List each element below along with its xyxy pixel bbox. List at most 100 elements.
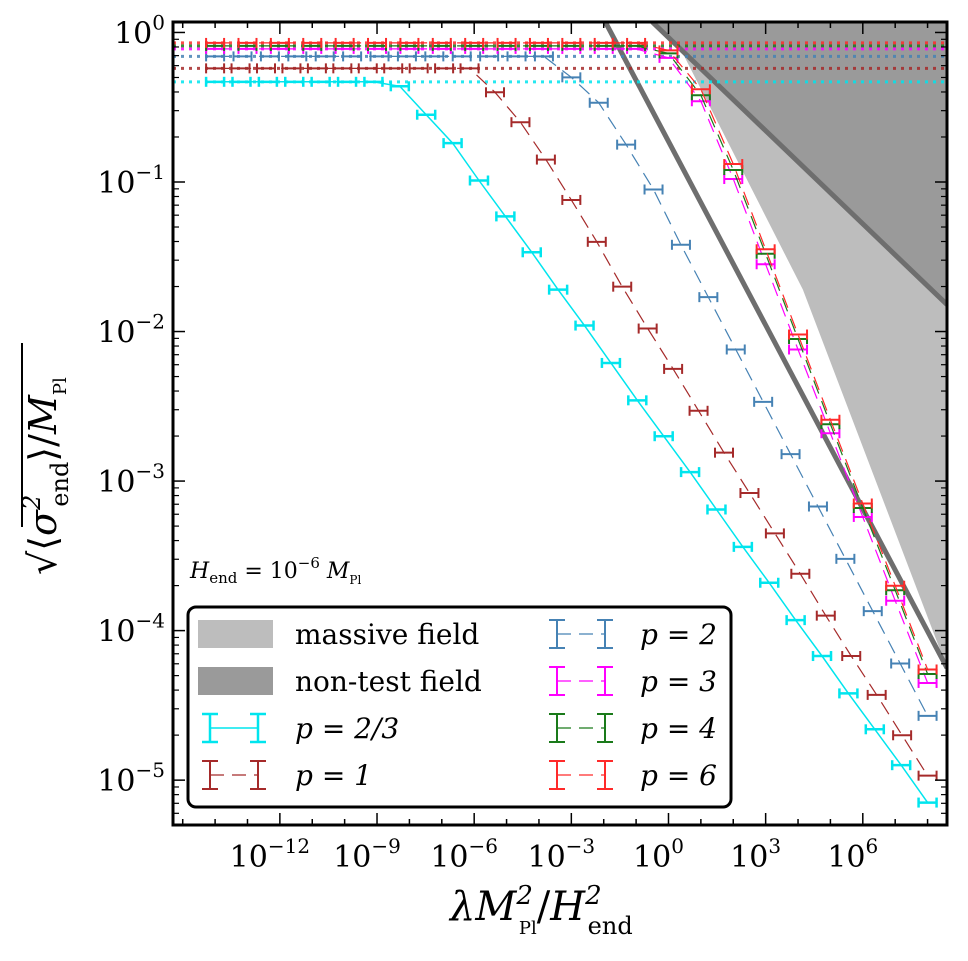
- errorbar-point: [367, 37, 388, 48]
- legend-label: p = 6: [640, 759, 717, 792]
- errorbar-point: [820, 414, 841, 425]
- errorbar-point: [890, 760, 912, 771]
- errorbar-point: [852, 498, 873, 509]
- series-line-0: [215, 81, 929, 804]
- x-axis-title: λM2 Pl/H2 end: [448, 881, 633, 940]
- errorbar-point: [205, 37, 226, 48]
- errorbar-point: [468, 175, 490, 186]
- errorbar-point: [653, 431, 674, 442]
- errorbar-point: [785, 615, 806, 626]
- legend-swatch: [198, 667, 273, 695]
- legend-label: p = 1: [295, 759, 372, 792]
- errorbar-point: [917, 677, 938, 688]
- errorbar-point: [561, 194, 582, 205]
- legend-swatch: [198, 620, 273, 648]
- y-tick-label: 10−1: [97, 160, 165, 201]
- series-2: [205, 51, 938, 721]
- errorbar-point: [334, 37, 355, 48]
- errorbar-point: [342, 51, 363, 62]
- errorbar-point: [205, 51, 226, 62]
- errorbar-point: [399, 37, 420, 48]
- errorbar-point: [496, 37, 517, 48]
- errorbar-point: [627, 395, 648, 406]
- errorbar-point: [255, 63, 276, 74]
- errorbar-point: [506, 51, 527, 62]
- errorbar-point: [363, 76, 384, 87]
- errorbar-point: [885, 595, 906, 606]
- errorbar-point: [807, 501, 828, 512]
- errorbar-point: [714, 447, 735, 458]
- errorbar-point: [815, 610, 836, 621]
- errorbar-point: [415, 109, 437, 120]
- errorbar-point: [521, 247, 543, 258]
- axes-frame: [171, 20, 949, 827]
- errorbar-point: [451, 51, 472, 62]
- errorbar-point: [383, 63, 404, 74]
- errorbar-point: [533, 51, 554, 62]
- errorbar-point: [464, 37, 485, 48]
- errorbar-point: [332, 63, 353, 74]
- errorbar-point: [917, 770, 938, 781]
- x-tick-label: 106: [827, 834, 878, 875]
- errorbar-point: [442, 138, 463, 149]
- annotation-hend: Hend = 10−6 MPl: [189, 554, 361, 587]
- series-0: [204, 76, 938, 808]
- x-tick-label: 10−12: [230, 834, 310, 875]
- series-1: [205, 63, 938, 781]
- errorbar-point: [670, 239, 691, 250]
- errorbar-point: [862, 606, 883, 617]
- errorbar-point: [890, 658, 911, 669]
- errorbar-point: [389, 81, 411, 92]
- errorbar-point: [230, 63, 251, 74]
- legend: massive field non-test field p = 2/3 p = 1 p…: [186, 605, 733, 809]
- legend-entry: p = 4: [549, 712, 717, 745]
- errorbar-point: [431, 37, 452, 48]
- legend-entry: p = 1: [202, 759, 372, 792]
- x-tick-label: 10−9: [333, 834, 401, 875]
- legend-label: p = 2: [640, 618, 717, 651]
- tick-marks: [173, 22, 947, 825]
- errorbar-point: [616, 139, 637, 150]
- errorbar-point: [204, 76, 226, 87]
- errorbar-point: [259, 51, 280, 62]
- plot-frame: [171, 20, 949, 827]
- series-5: [205, 37, 938, 675]
- errorbar-point: [739, 488, 760, 499]
- x-tick-label: 103: [730, 834, 781, 875]
- legend-label: p = 4: [640, 712, 717, 745]
- errorbar-point: [917, 710, 938, 721]
- legend-label: p = 3: [640, 665, 717, 698]
- errorbar-point: [586, 236, 607, 247]
- x-tick-label: 10−6: [430, 834, 498, 875]
- errorbar-point: [679, 467, 701, 478]
- errorbar-point: [593, 37, 614, 48]
- errorbar-point: [561, 37, 582, 48]
- legend-entry: p = 2: [549, 618, 717, 651]
- errorbar-point: [788, 344, 809, 355]
- errorbar-point: [306, 63, 327, 74]
- errorbar-point: [396, 51, 417, 62]
- errorbar-point: [732, 541, 754, 552]
- errorbar-point: [600, 357, 622, 368]
- errorbar-point: [357, 63, 378, 74]
- errorbar-point: [434, 63, 455, 74]
- errorbar-point: [510, 117, 531, 128]
- errorbar-point: [841, 651, 862, 662]
- errorbar-point: [780, 449, 801, 460]
- errorbar-point: [284, 76, 305, 87]
- errorbar-point: [424, 51, 445, 62]
- y-axis-title: √⟨σ2end⟩/MPl: [18, 343, 74, 575]
- errorbar-point: [314, 51, 335, 62]
- errorbar-point: [917, 797, 938, 808]
- y-tick-label: 10−5: [97, 758, 165, 799]
- errorbar-point: [408, 63, 429, 74]
- errorbar-point: [838, 688, 859, 699]
- errorbar-point: [495, 211, 516, 222]
- errorbar-point: [643, 184, 664, 195]
- errorbar-point: [725, 344, 746, 355]
- errorbar-point: [658, 45, 679, 56]
- y-tick-label: 10−3: [97, 459, 165, 500]
- errorbar-point: [690, 84, 711, 95]
- errorbar-point: [269, 37, 290, 48]
- errorbar-point: [835, 553, 856, 564]
